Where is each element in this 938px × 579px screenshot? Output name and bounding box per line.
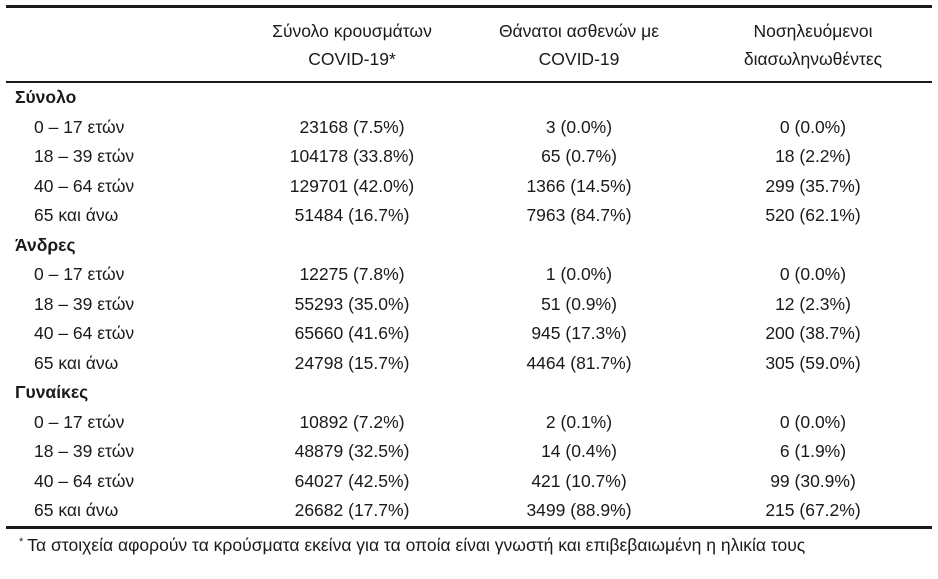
empty-cell — [694, 82, 932, 113]
intubated-cell: 299 (35.7%) — [765, 175, 861, 196]
column-header-deaths: Θάνατοι ασθενών με COVID-19 — [464, 6, 694, 83]
cases-cell: 24798 (15.7%) — [294, 352, 410, 373]
age-label-cell: 0 – 17 ετών — [34, 116, 125, 137]
column-header-empty — [6, 6, 240, 83]
intubated-cell: 0 (0.0%) — [779, 411, 847, 432]
intubated-cell: 200 (38.7%) — [765, 323, 861, 344]
section-row-total: Σύνολο — [6, 82, 932, 113]
table-row: 0 – 17 ετών 12275 (7.8%) 1 (0.0%) 0 (0.0… — [6, 260, 932, 290]
deaths-cell: 65 (0.7%) — [541, 146, 617, 167]
empty-cell — [464, 231, 694, 261]
deaths-cell: 51 (0.9%) — [541, 293, 617, 314]
section-row-women: Γυναίκες — [6, 378, 932, 408]
intubated-cell: 6 (1.9%) — [779, 441, 847, 462]
table-row: 0 – 17 ετών 10892 (7.2%) 2 (0.1%) 0 (0.0… — [6, 408, 932, 438]
age-label-cell: 65 και άνω — [34, 205, 119, 226]
intubated-cell: 520 (62.1%) — [765, 205, 861, 226]
deaths-cell: 2 (0.1%) — [545, 411, 613, 432]
header-row: Σύνολο κρουσμάτων COVID-19* Θάνατοι ασθε… — [6, 6, 932, 83]
empty-cell — [240, 82, 464, 113]
cases-cell: 26682 (17.7%) — [294, 500, 410, 521]
empty-cell — [694, 231, 932, 261]
table-row: 65 και άνω 26682 (17.7%) 3499 (88.9%) 21… — [6, 496, 932, 527]
deaths-cell: 945 (17.3%) — [531, 323, 627, 344]
deaths-cell: 3 (0.0%) — [545, 116, 613, 137]
cases-cell: 65660 (41.6%) — [294, 323, 410, 344]
covid-age-sex-table: Σύνολο κρουσμάτων COVID-19* Θάνατοι ασθε… — [6, 5, 932, 529]
cases-cell: 51484 (16.7%) — [294, 205, 410, 226]
section-label: Γυναίκες — [15, 382, 89, 403]
table-row: 65 και άνω 24798 (15.7%) 4464 (81.7%) 30… — [6, 349, 932, 379]
column-header-line: COVID-19 — [538, 49, 620, 69]
cases-cell: 12275 (7.8%) — [299, 264, 405, 285]
empty-cell — [240, 231, 464, 261]
intubated-cell: 0 (0.0%) — [779, 264, 847, 285]
deaths-cell: 1 (0.0%) — [545, 264, 613, 285]
intubated-cell: 215 (67.2%) — [765, 500, 861, 521]
section-row-men: Άνδρες — [6, 231, 932, 261]
section-label: Σύνολο — [15, 87, 77, 108]
intubated-cell: 12 (2.3%) — [775, 293, 851, 314]
column-header-line: Θάνατοι ασθενών με — [498, 21, 660, 41]
cases-cell: 104178 (33.8%) — [289, 146, 415, 167]
age-label-cell: 65 και άνω — [34, 352, 119, 373]
column-header-line: COVID-19* — [308, 49, 396, 69]
age-label-cell: 40 – 64 ετών — [34, 470, 135, 491]
deaths-cell: 14 (0.4%) — [541, 441, 617, 462]
intubated-cell: 99 (30.9%) — [770, 470, 856, 491]
empty-cell — [464, 378, 694, 408]
column-header-intubated: Νοσηλευόμενοι διασωληνωθέντες — [694, 6, 932, 83]
table-row: 40 – 64 ετών 64027 (42.5%) 421 (10.7%) 9… — [6, 467, 932, 497]
cases-cell: 48879 (32.5%) — [294, 441, 410, 462]
table-row: 65 και άνω 51484 (16.7%) 7963 (84.7%) 52… — [6, 201, 932, 231]
footnote-text: Τα στοιχεία αφορούν τα κρούσματα εκείνα … — [27, 534, 806, 555]
table-row: 40 – 64 ετών 129701 (42.0%) 1366 (14.5%)… — [6, 172, 932, 202]
column-header-line: Νοσηλευόμενοι — [753, 21, 873, 41]
age-label-cell: 0 – 17 ετών — [34, 264, 125, 285]
cases-cell: 129701 (42.0%) — [289, 175, 415, 196]
intubated-cell: 0 (0.0%) — [779, 116, 847, 137]
deaths-cell: 421 (10.7%) — [531, 470, 627, 491]
age-label-cell: 65 και άνω — [34, 500, 119, 521]
table-row: 18 – 39 ετών 55293 (35.0%) 51 (0.9%) 12 … — [6, 290, 932, 320]
cases-cell: 64027 (42.5%) — [294, 470, 410, 491]
deaths-cell: 7963 (84.7%) — [526, 205, 632, 226]
footnote-asterisk: * — [19, 535, 24, 548]
table-row: 18 – 39 ετών 48879 (32.5%) 14 (0.4%) 6 (… — [6, 437, 932, 467]
intubated-cell: 18 (2.2%) — [775, 146, 851, 167]
table-row: 18 – 39 ετών 104178 (33.8%) 65 (0.7%) 18… — [6, 142, 932, 172]
footnote: * Τα στοιχεία αφορούν τα κρούσματα εκείνα… — [6, 532, 932, 561]
empty-cell — [694, 378, 932, 408]
empty-cell — [464, 82, 694, 113]
age-label-cell: 18 – 39 ετών — [34, 293, 135, 314]
table-row: 40 – 64 ετών 65660 (41.6%) 945 (17.3%) 2… — [6, 319, 932, 349]
empty-cell — [240, 378, 464, 408]
section-label: Άνδρες — [15, 234, 76, 255]
age-label-cell: 0 – 17 ετών — [34, 411, 125, 432]
age-label-cell: 18 – 39 ετών — [34, 441, 135, 462]
deaths-cell: 1366 (14.5%) — [526, 175, 632, 196]
deaths-cell: 4464 (81.7%) — [526, 352, 632, 373]
table-header: Σύνολο κρουσμάτων COVID-19* Θάνατοι ασθε… — [6, 6, 932, 83]
column-header-line: Σύνολο κρουσμάτων — [272, 21, 432, 41]
age-label-cell: 40 – 64 ετών — [34, 323, 135, 344]
cases-cell: 10892 (7.2%) — [299, 411, 405, 432]
table-row: 0 – 17 ετών 23168 (7.5%) 3 (0.0%) 0 (0.0… — [6, 113, 932, 143]
table-body: Σύνολο 0 – 17 ετών 23168 (7.5%) 3 (0.0%)… — [6, 82, 932, 527]
deaths-cell: 3499 (88.9%) — [526, 500, 632, 521]
cases-cell: 23168 (7.5%) — [299, 116, 405, 137]
age-label-cell: 40 – 64 ετών — [34, 175, 135, 196]
age-label-cell: 18 – 39 ετών — [34, 146, 135, 167]
cases-cell: 55293 (35.0%) — [294, 293, 410, 314]
column-header-total-cases: Σύνολο κρουσμάτων COVID-19* — [240, 6, 464, 83]
report-page: Σύνολο κρουσμάτων COVID-19* Θάνατοι ασθε… — [6, 5, 932, 561]
column-header-line: διασωληνωθέντες — [743, 49, 883, 69]
intubated-cell: 305 (59.0%) — [765, 352, 861, 373]
